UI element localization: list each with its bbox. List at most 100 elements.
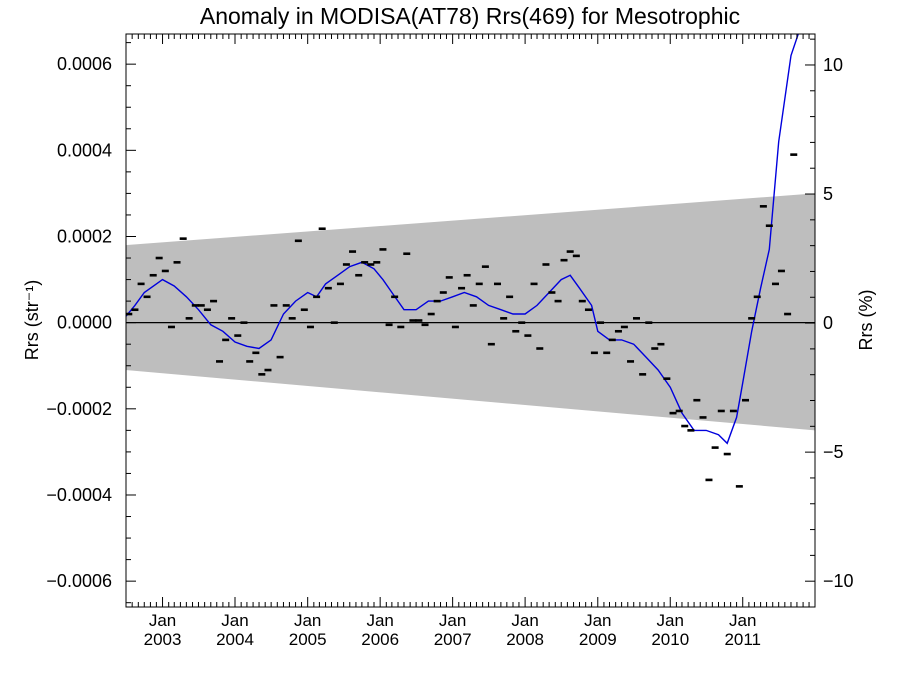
data-point [669,411,677,415]
data-point [203,308,211,312]
data-point [240,321,248,324]
data-point [657,342,665,346]
data-point [342,263,350,266]
uncertainty-band [126,193,815,431]
data-point [566,250,574,253]
data-point [216,360,224,363]
y-left-tick-label: −0.0002 [46,399,112,419]
data-point [324,286,332,290]
x-tick-label-year: 2005 [289,630,327,649]
data-point [627,360,635,363]
x-tick-label-month: Jan [729,611,756,630]
data-point [131,308,139,312]
data-point [451,325,459,329]
data-point [608,338,616,342]
data-point [270,304,278,307]
data-point [603,351,611,355]
data-point [361,261,369,264]
x-tick-label-year: 2006 [361,630,399,649]
data-point [137,282,145,286]
x-tick-label-month: Jan [294,611,321,630]
y-left-tick-label: 0.0000 [57,313,112,333]
data-point [373,261,381,264]
plot-area [126,34,815,488]
y-left-tick-label: −0.0004 [46,485,112,505]
data-point [318,227,326,231]
data-point [784,312,792,316]
data-point [427,312,435,316]
data-point [469,304,477,307]
data-point [742,398,750,402]
y-right-tick-label: 5 [823,184,833,204]
data-point [349,250,357,253]
data-point [536,347,544,350]
data-point [179,237,187,240]
data-point [155,256,163,260]
data-point [391,295,399,299]
data-point [542,263,550,266]
data-point [433,299,441,303]
data-point [330,321,338,324]
data-point [367,263,375,266]
data-point [403,252,411,256]
y-right-tick-label: 10 [823,55,843,75]
data-point [481,265,489,268]
data-point [379,248,387,251]
data-point [597,321,605,324]
x-tick-label-year: 2010 [651,630,689,649]
data-point [506,295,514,299]
data-point [415,319,423,322]
data-point [397,325,405,329]
data-point [590,351,598,355]
data-point [143,295,151,299]
data-point [530,282,538,286]
data-point [409,319,417,322]
data-point [463,273,471,277]
data-point [487,342,495,346]
data-point [246,360,254,363]
data-point [282,304,290,307]
data-point [584,308,592,312]
data-point [173,261,181,264]
data-point [222,338,230,342]
data-point [445,276,453,279]
data-point [639,373,647,376]
data-point [126,312,133,316]
data-point [421,323,429,327]
data-point [693,398,701,402]
x-tick-label-month: Jan [439,611,466,630]
data-point [771,282,779,286]
data-point [518,321,526,324]
data-point [687,429,695,432]
data-point [681,424,689,428]
data-point [439,291,447,294]
y-right-tick-label: −10 [823,571,854,591]
data-point [735,485,743,488]
x-tick-label-month: Jan [584,611,611,630]
data-point [185,317,193,320]
data-point [161,269,169,273]
data-point [210,299,218,303]
data-point [300,308,308,312]
x-tick-label-year: 2011 [724,630,761,649]
data-point [167,325,175,329]
data-point [264,368,272,372]
data-point [258,373,266,376]
data-point [765,224,773,228]
axes: 0.0006 0.0004 0.0002 0.0000 −0.0002 −0.0004 −0… [46,33,854,649]
data-point [294,239,302,243]
y-axis-right-title: Rrs (%) [856,290,876,351]
data-point [524,334,532,337]
x-tick-label-year: 2008 [506,630,544,649]
y-left-tick-label: 0.0004 [57,140,112,160]
data-point [512,329,520,333]
data-point [306,325,314,329]
data-point [753,295,761,299]
y-left-tick-label: 0.0002 [57,226,112,246]
x-tick-label-month: Jan [657,611,684,630]
x-tick-label-year: 2007 [434,630,472,649]
y-left-tick-label: −0.0006 [46,571,112,591]
y-left-tick-label: 0.0006 [57,54,112,74]
data-point [790,153,798,156]
